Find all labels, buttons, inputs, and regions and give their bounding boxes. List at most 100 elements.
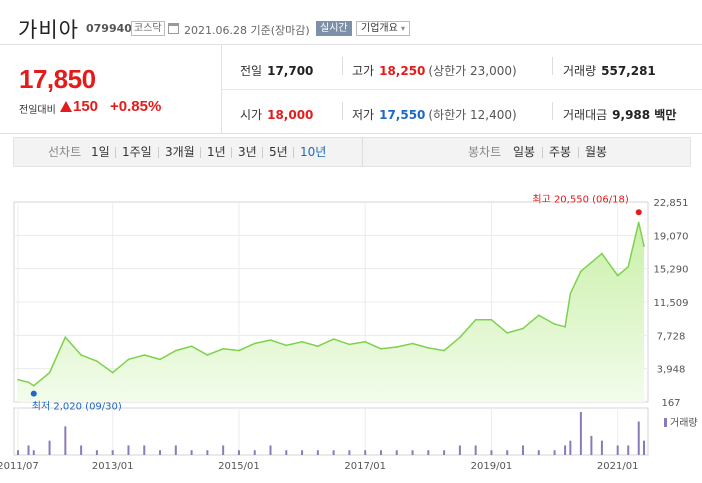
price-point <box>317 345 319 347</box>
price-point <box>206 354 209 356</box>
price-chart[interactable]: 2011/07 2013/01 2015/01 2017/01 2019/01 2021/… <box>0 190 702 483</box>
price-point <box>522 327 524 330</box>
open-value: 18,000 <box>267 108 314 122</box>
price-point <box>80 354 82 356</box>
price-point <box>580 270 582 273</box>
price-point <box>553 323 556 325</box>
trade-amount: 거래대금 9,988 백만 <box>563 106 676 123</box>
volume-bar <box>553 450 556 455</box>
max-label: 최고 20,550 (06/18) <box>532 193 628 205</box>
volume-bar <box>627 445 630 455</box>
volume-bar <box>237 450 240 455</box>
volume-frame <box>13 407 649 456</box>
volume-bar <box>206 450 209 455</box>
period-1w[interactable]: 1주일 <box>122 145 152 159</box>
x-tick-label: 2017/01 <box>344 461 386 472</box>
volume-bar <box>506 450 509 455</box>
live-button[interactable]: 실시간 <box>316 21 352 36</box>
volume-bar <box>348 450 351 455</box>
base-date: 2021.06.28 기준(장마감) <box>184 24 310 37</box>
x-tick-label: 2013/01 <box>92 461 134 472</box>
price-point <box>96 360 98 362</box>
price-point <box>27 381 30 384</box>
price-point <box>111 371 114 374</box>
low-value: 17,550 <box>379 108 426 122</box>
period-divider <box>362 138 363 166</box>
period-3m[interactable]: 3개월 <box>165 145 195 159</box>
volume-bar <box>222 445 225 455</box>
company-overview-label: 기업개요 <box>361 23 398 34</box>
change-value: 150 <box>73 98 99 115</box>
volume-legend-label: 거래량 <box>670 417 698 429</box>
low-price: 저가 17,550 (하한가 12,400) <box>352 106 517 123</box>
metrics-separator <box>552 102 553 120</box>
candle-monthly[interactable]: 월봉 <box>585 145 608 159</box>
candle-chart-label: 봉차트 <box>468 145 502 159</box>
price-point <box>48 371 51 374</box>
price-point <box>616 274 619 277</box>
metrics-separator <box>552 57 553 75</box>
period-3y[interactable]: 3년 <box>238 145 257 159</box>
volume-bar <box>48 440 51 455</box>
volume-bar <box>316 450 319 455</box>
chevron-down-icon: ▾ <box>401 24 406 33</box>
price-point <box>127 358 130 361</box>
period-separator <box>231 147 232 158</box>
period-separator <box>293 147 294 158</box>
volume-bar <box>190 450 193 455</box>
volume-bar <box>643 440 645 455</box>
y-tick-label: 19,070 <box>654 231 689 242</box>
period-1d[interactable]: 1일 <box>91 145 110 159</box>
y-tick-label: 22,851 <box>654 198 689 209</box>
price-point <box>32 384 35 387</box>
volume-bar <box>474 445 477 455</box>
price-point <box>395 346 398 348</box>
price-point <box>490 318 493 321</box>
upper-limit: (상한가 23,000) <box>428 64 517 78</box>
price-summary: 17,850 전일대비 150 +0.85% 전일 17,700 고가 18,250… <box>0 44 702 134</box>
price-point <box>427 347 430 349</box>
volume-bar <box>301 450 304 455</box>
volume-bar <box>174 445 177 455</box>
volume-bar <box>395 450 398 455</box>
prev-close: 전일 17,700 <box>240 62 313 79</box>
price-point <box>564 325 566 328</box>
volume-bar <box>490 450 493 455</box>
volume-bar <box>590 435 593 455</box>
period-1y[interactable]: 1년 <box>207 145 226 159</box>
candle-weekly[interactable]: 주봉 <box>549 145 572 159</box>
stock-code: 079940 <box>86 22 132 35</box>
stock-name: 가비아 <box>18 18 79 42</box>
period-separator <box>158 147 159 158</box>
x-tick-label: 2021/01 <box>597 461 639 472</box>
volume-bar <box>522 445 525 455</box>
metrics-separator <box>342 102 343 120</box>
min-marker <box>30 390 37 397</box>
amount-label: 거래대금 <box>563 108 608 122</box>
period-bar: 선차트 1일 1주일 3개월 1년 3년 5년 10년 봉차트 일봉 주봉 월봉 <box>13 137 691 167</box>
period-5y[interactable]: 5년 <box>269 145 288 159</box>
high-price: 고가 18,250 (상한가 23,000) <box>352 62 517 79</box>
volume-bar <box>616 445 619 455</box>
period-10y[interactable]: 10년 <box>300 145 327 159</box>
period-separator <box>262 147 263 158</box>
price-point <box>159 358 161 361</box>
price-point <box>301 340 303 343</box>
volume-bar <box>579 412 582 455</box>
price-point <box>175 349 177 352</box>
y-tick-label: 15,290 <box>654 265 689 276</box>
candle-daily[interactable]: 일봉 <box>513 145 536 159</box>
volume-bar <box>269 445 272 455</box>
volume-bar <box>27 445 30 455</box>
price-point <box>537 314 540 317</box>
price-point <box>569 292 572 295</box>
company-overview-dropdown[interactable]: 기업개요 ▾ <box>356 21 411 36</box>
volume-bar <box>600 440 603 455</box>
price-point <box>443 349 445 352</box>
x-tick-label: 2015/01 <box>218 461 260 472</box>
volume-value: 557,281 <box>601 64 656 78</box>
price-metrics: 전일 17,700 고가 18,250 (상한가 23,000) 거래량 557,281… <box>222 45 702 134</box>
volume-label: 거래량 <box>563 64 597 78</box>
price-point <box>222 348 224 350</box>
current-price: 17,850 <box>19 64 96 94</box>
